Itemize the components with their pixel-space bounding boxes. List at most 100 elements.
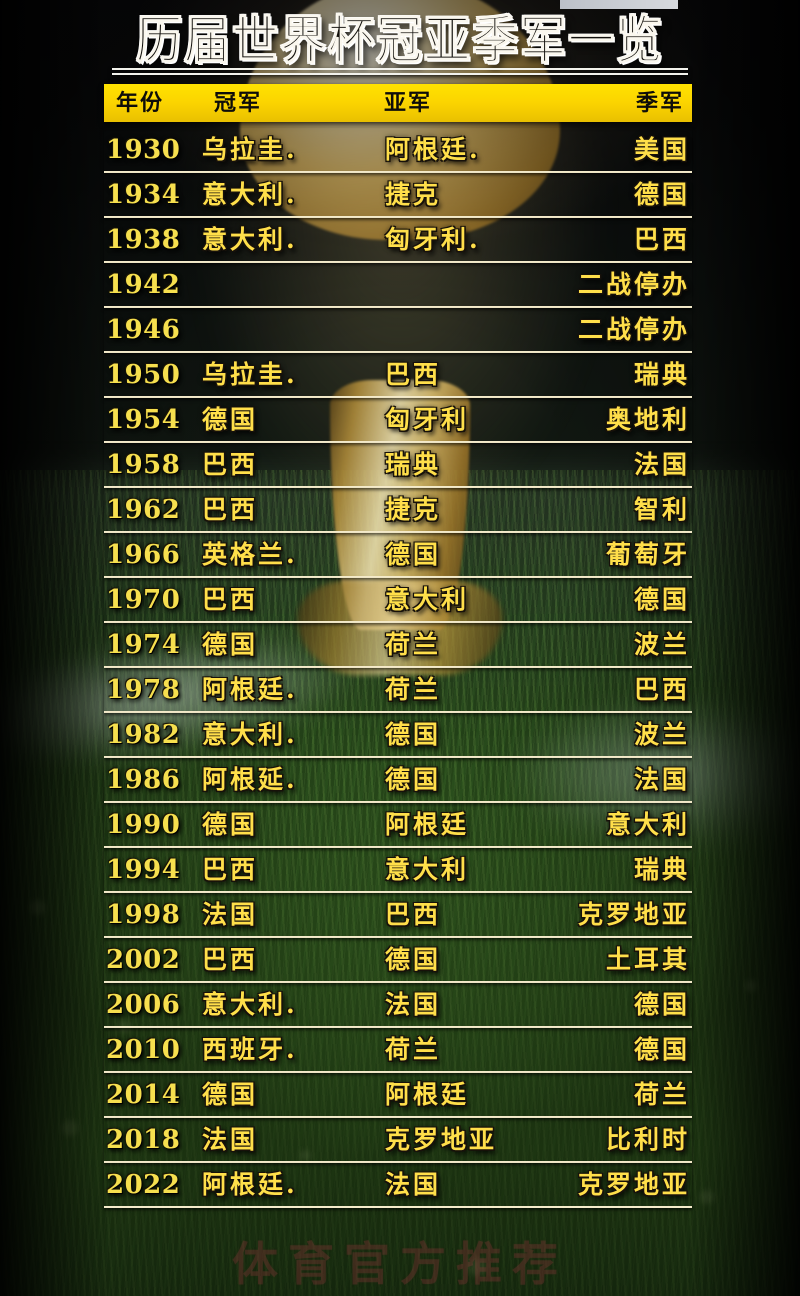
cell-champion: 英格兰. bbox=[202, 540, 298, 569]
cell-year: 1994 bbox=[106, 855, 181, 885]
column-header-third: 季军 bbox=[635, 90, 684, 116]
cell-year: 2006 bbox=[106, 990, 181, 1020]
cell-year: 1954 bbox=[106, 405, 181, 435]
cell-runner-up: 德国 bbox=[385, 540, 442, 569]
cell-third: 德国 bbox=[633, 180, 690, 209]
cell-third: 德国 bbox=[633, 990, 690, 1019]
cell-third: 克罗地亚 bbox=[577, 1170, 690, 1199]
cell-third: 波兰 bbox=[633, 720, 690, 749]
cell-runner-up: 法国 bbox=[385, 990, 442, 1019]
cell-third: 德国 bbox=[633, 585, 690, 614]
cell-champion: 巴西 bbox=[202, 585, 259, 614]
cell-champion: 西班牙. bbox=[202, 1035, 298, 1064]
cell-champion: 阿根廷. bbox=[202, 675, 298, 704]
table-row: 1942 二战停办 bbox=[104, 263, 692, 308]
cell-runner-up: 荷兰 bbox=[385, 630, 442, 659]
cell-runner-up: 巴西 bbox=[385, 360, 442, 389]
cell-third: 德国 bbox=[633, 1035, 690, 1064]
cell-runner-up: 德国 bbox=[385, 720, 442, 749]
cell-runner-up: 荷兰 bbox=[385, 1035, 442, 1064]
table-row: 2006 意大利. 法国 德国 bbox=[104, 983, 692, 1028]
cell-year: 1934 bbox=[106, 180, 181, 210]
top-highlight-strip bbox=[560, 0, 678, 9]
cell-champion: 法国 bbox=[202, 1125, 259, 1154]
results-table: 1930 乌拉圭. 阿根廷. 美国 1934 意大利. 捷克 德国 1938 意大利. 匈牙利. 巴西… bbox=[104, 128, 692, 1208]
cell-third: 美国 bbox=[633, 135, 690, 164]
table-row: 2010 西班牙. 荷兰 德国 bbox=[104, 1028, 692, 1073]
title-underline bbox=[112, 68, 688, 75]
cell-runner-up: 捷克 bbox=[385, 180, 442, 209]
cell-year: 1998 bbox=[106, 900, 181, 930]
right-edge-shade bbox=[690, 0, 800, 1296]
table-row: 1974 德国 荷兰 波兰 bbox=[104, 623, 692, 668]
left-edge-shade bbox=[0, 0, 110, 1296]
table-row: 1990 德国 阿根廷 意大利 bbox=[104, 803, 692, 848]
table-row: 1934 意大利. 捷克 德国 bbox=[104, 173, 692, 218]
cell-third: 智利 bbox=[633, 495, 690, 524]
cell-runner-up: 意大利 bbox=[385, 585, 470, 614]
table-row: 1946 二战停办 bbox=[104, 308, 692, 353]
cell-year: 1990 bbox=[106, 810, 181, 840]
cell-year: 2010 bbox=[106, 1035, 181, 1065]
cell-third: 荷兰 bbox=[633, 1080, 690, 1109]
cell-runner-up: 阿根廷 bbox=[385, 810, 470, 839]
table-row: 1962 巴西 捷克 智利 bbox=[104, 488, 692, 533]
table-row: 2014 德国 阿根廷 荷兰 bbox=[104, 1073, 692, 1118]
cell-runner-up: 荷兰 bbox=[385, 675, 442, 704]
cell-year: 1950 bbox=[106, 360, 181, 390]
cell-champion: 意大利. bbox=[202, 225, 298, 254]
cell-third: 二战停办 bbox=[577, 270, 690, 299]
cell-year: 1966 bbox=[106, 540, 181, 570]
cell-year: 2022 bbox=[106, 1170, 181, 1200]
cell-champion: 意大利. bbox=[202, 990, 298, 1019]
cell-runner-up: 意大利 bbox=[385, 855, 470, 884]
cell-year: 2014 bbox=[106, 1080, 181, 1110]
cell-third: 土耳其 bbox=[605, 945, 690, 974]
page-title: 历届世界杯冠亚季军一览 bbox=[136, 9, 664, 71]
cell-runner-up: 匈牙利. bbox=[385, 225, 481, 254]
cell-runner-up: 瑞典 bbox=[385, 450, 442, 479]
cell-year: 1946 bbox=[106, 315, 181, 345]
cell-champion: 阿根延. bbox=[202, 765, 298, 794]
cell-third: 法国 bbox=[633, 450, 690, 479]
cell-runner-up: 克罗地亚 bbox=[385, 1125, 498, 1154]
cell-runner-up: 阿根廷 bbox=[385, 1080, 470, 1109]
table-header-bar: 年份 冠军 亚军 季军 bbox=[104, 84, 692, 122]
table-row: 1978 阿根廷. 荷兰 巴西 bbox=[104, 668, 692, 713]
cell-runner-up: 德国 bbox=[385, 765, 442, 794]
table-row: 1998 法国 巴西 克罗地亚 bbox=[104, 893, 692, 938]
cell-champion: 乌拉圭. bbox=[202, 135, 298, 164]
cell-year: 1938 bbox=[106, 225, 181, 255]
table-row: 1994 巴西 意大利 瑞典 bbox=[104, 848, 692, 893]
table-row: 1970 巴西 意大利 德国 bbox=[104, 578, 692, 623]
cell-year: 1982 bbox=[106, 720, 181, 750]
cell-champion: 德国 bbox=[202, 810, 259, 839]
cell-champion: 德国 bbox=[202, 405, 259, 434]
cell-third: 巴西 bbox=[633, 675, 690, 704]
page-title-container: 历届世界杯冠亚季军一览 bbox=[0, 9, 800, 71]
cell-champion: 德国 bbox=[202, 630, 259, 659]
table-row: 1930 乌拉圭. 阿根廷. 美国 bbox=[104, 128, 692, 173]
column-header-champion: 冠军 bbox=[214, 90, 263, 116]
cell-third: 克罗地亚 bbox=[577, 900, 690, 929]
cell-third: 瑞典 bbox=[633, 855, 690, 884]
cell-runner-up: 阿根廷. bbox=[385, 135, 481, 164]
cell-champion: 德国 bbox=[202, 1080, 259, 1109]
cell-champion: 法国 bbox=[202, 900, 259, 929]
table-row: 1966 英格兰. 德国 葡萄牙 bbox=[104, 533, 692, 578]
cell-third: 波兰 bbox=[633, 630, 690, 659]
cell-champion: 意大利. bbox=[202, 180, 298, 209]
cell-champion: 阿根廷. bbox=[202, 1170, 298, 1199]
cell-runner-up: 匈牙利 bbox=[385, 405, 470, 434]
cell-year: 1974 bbox=[106, 630, 181, 660]
cell-third: 法国 bbox=[633, 765, 690, 794]
cell-champion: 乌拉圭. bbox=[202, 360, 298, 389]
cell-year: 1930 bbox=[106, 135, 181, 165]
column-header-year: 年份 bbox=[116, 90, 165, 116]
table-row: 1958 巴西 瑞典 法国 bbox=[104, 443, 692, 488]
table-row: 1982 意大利. 德国 波兰 bbox=[104, 713, 692, 758]
table-row: 1950 乌拉圭. 巴西 瑞典 bbox=[104, 353, 692, 398]
cell-year: 1978 bbox=[106, 675, 181, 705]
watermark: 体育官方推荐 bbox=[232, 1237, 568, 1291]
cell-third: 瑞典 bbox=[633, 360, 690, 389]
